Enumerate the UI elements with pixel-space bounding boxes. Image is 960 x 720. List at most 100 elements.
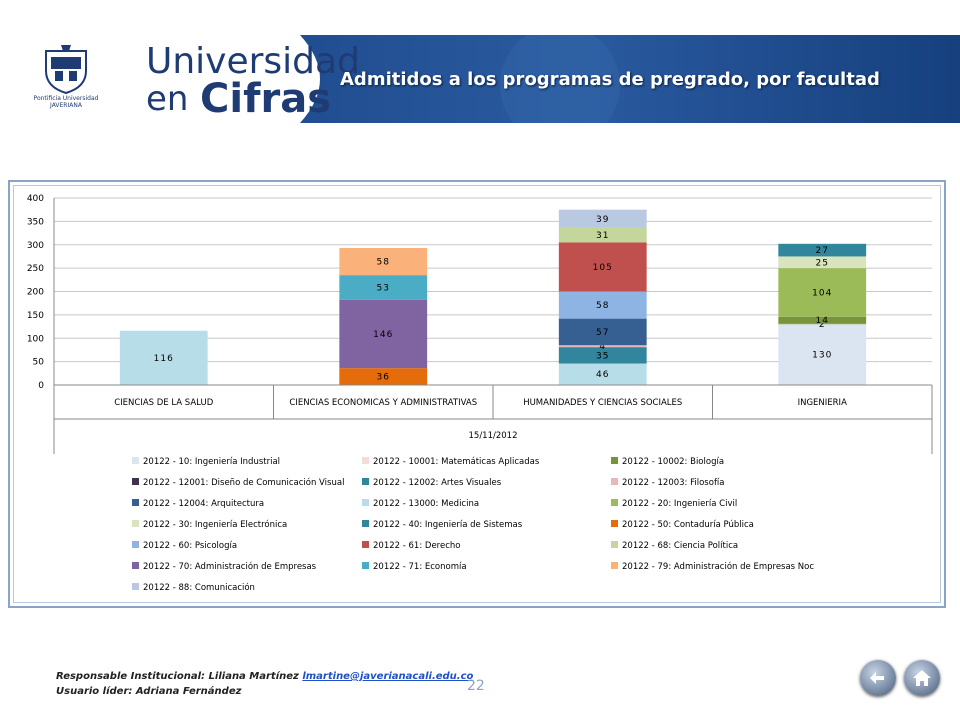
brand-line2-cifras: Cifras	[200, 76, 331, 122]
legend-label: 20122 - 50: Contaduría Pública	[622, 520, 754, 530]
legend-label: 20122 - 70: Administración de Empresas	[143, 561, 317, 572]
legend-swatch	[132, 457, 139, 464]
legend-label: 20122 - 79: Administración de Empresas N…	[622, 561, 814, 572]
chart-frame: 0 50 100 150 200 250 300 350 400 116 36 146 53 58 46 35…	[8, 180, 946, 608]
university-logo: Pontificia Universidad JAVERIANA	[30, 43, 102, 115]
legend-swatch	[362, 562, 369, 569]
back-arrow-icon	[870, 672, 884, 684]
home-icon	[913, 670, 931, 686]
y-tick-label: 400	[27, 194, 44, 204]
legend-label: 20122 - 40: Ingeniería de Sistemas	[373, 520, 523, 530]
y-tick-label: 300	[27, 241, 44, 251]
legend-swatch	[132, 562, 139, 569]
legend-label: 20122 - 13000: Medicina	[373, 499, 479, 509]
bar-segment	[558, 318, 647, 346]
legend-label: 20122 - 10001: Matemáticas Aplicadas	[373, 457, 540, 467]
bar-segment	[339, 299, 428, 369]
x-category-label: CIENCIAS ECONOMICAS Y ADMINISTRATIVAS	[289, 398, 477, 408]
data-label: 116	[154, 354, 174, 364]
bar-segment	[778, 316, 867, 324]
legend-label: 20122 - 12004: Arquitectura	[143, 499, 264, 509]
y-tick-label: 250	[27, 264, 44, 274]
legend-swatch	[362, 541, 369, 548]
legend-swatch	[132, 499, 139, 506]
legend-label: 20122 - 12002: Artes Visuales	[373, 478, 502, 488]
y-tick-label: 0	[38, 381, 44, 391]
chart-area: 0 50 100 150 200 250 300 350 400 116 36 146 53 58 46 35…	[13, 185, 941, 603]
legend-label: 20122 - 10: Ingeniería Industrial	[143, 457, 280, 467]
legend-swatch	[611, 541, 618, 548]
bar-segment	[558, 347, 647, 364]
home-button[interactable]	[904, 660, 940, 696]
x-category-label: CIENCIAS DE LA SALUD	[114, 398, 213, 408]
legend-swatch	[132, 541, 139, 548]
legend-label: 20122 - 12003: Filosofía	[622, 478, 725, 488]
legend-label: 20122 - 88: Comunicación	[143, 582, 255, 593]
data-label: 53	[377, 284, 390, 294]
footer-responsible-label: Responsable Institucional: Liliana Martí…	[56, 671, 303, 682]
shield-icon	[45, 45, 87, 95]
legend-label: 20122 - 61: Derecho	[373, 541, 460, 551]
header-banner: Pontificia Universidad JAVERIANA Univers…	[0, 35, 960, 123]
brand-line1: Universidad	[146, 41, 360, 82]
bar-segment	[558, 291, 647, 319]
data-label: 31	[596, 231, 609, 241]
legend-swatch	[362, 499, 369, 506]
data-label: 36	[377, 373, 390, 383]
y-tick-label: 150	[27, 311, 44, 321]
legend-swatch	[611, 478, 618, 485]
legend-label: 20122 - 60: Psicología	[143, 541, 237, 551]
data-label: 25	[816, 258, 829, 268]
x-group-label: 15/11/2012	[469, 431, 518, 441]
data-label: 146	[373, 330, 393, 340]
logo-text: Pontificia Universidad JAVERIANA	[33, 95, 99, 109]
legend-swatch	[132, 478, 139, 485]
header-background	[0, 35, 960, 123]
data-label: 35	[596, 351, 609, 361]
data-label: 130	[812, 351, 832, 361]
data-label: 46	[596, 370, 609, 380]
bar-segment	[339, 248, 428, 276]
legend-label: 20122 - 20: Ingeniería Civil	[622, 499, 737, 509]
page-title: Admitidos a los programas de pregrado, p…	[340, 69, 880, 90]
bar-segment	[778, 268, 867, 317]
data-label: 58	[377, 258, 390, 268]
page-number: 22	[467, 678, 485, 694]
bar-segment	[558, 345, 647, 348]
legend-swatch	[362, 478, 369, 485]
data-label: 105	[593, 263, 613, 273]
footer-email-link[interactable]: lmartine@javerianacali.edu.co	[302, 671, 474, 682]
stacked-bar-chart: 0 50 100 150 200 250 300 350 400 116 36 146 53 58 46 35…	[27, 194, 933, 593]
back-button[interactable]	[860, 660, 896, 696]
bar-segment	[558, 209, 647, 228]
y-tick-label: 100	[27, 334, 44, 344]
data-label: 104	[812, 288, 832, 298]
legend-swatch	[362, 520, 369, 527]
legend-swatch	[611, 520, 618, 527]
x-category-label: INGENIERIA	[798, 398, 847, 408]
bar-segment	[558, 363, 647, 385]
legend-swatch	[132, 520, 139, 527]
legend-label: 20122 - 71: Economía	[373, 562, 467, 572]
legend-label: 20122 - 68: Ciencia Política	[622, 541, 738, 551]
legend-swatch	[611, 499, 618, 506]
y-tick-label: 350	[27, 217, 44, 227]
bar-segment	[339, 275, 428, 300]
y-tick-label: 200	[27, 288, 44, 298]
x-category-label: HUMANIDADES Y CIENCIAS SOCIALES	[523, 398, 682, 408]
bar-segment	[778, 324, 867, 385]
legend-swatch	[132, 583, 139, 590]
y-tick-label: 50	[33, 358, 45, 368]
data-label: 57	[596, 328, 609, 338]
legend-label: 20122 - 30: Ingeniería Electrónica	[143, 519, 287, 530]
data-label: 27	[816, 246, 829, 256]
bar-segment	[558, 242, 647, 292]
data-label: 2	[819, 320, 826, 330]
data-label: 4	[599, 342, 606, 352]
bar-segment	[558, 227, 647, 243]
bar-segment	[119, 330, 208, 385]
legend-label: 20122 - 12001: Diseño de Comunicación Vi…	[143, 477, 344, 488]
legend-swatch	[611, 457, 618, 464]
brand-line2-en: en	[146, 79, 189, 119]
bar-segment	[778, 323, 867, 325]
